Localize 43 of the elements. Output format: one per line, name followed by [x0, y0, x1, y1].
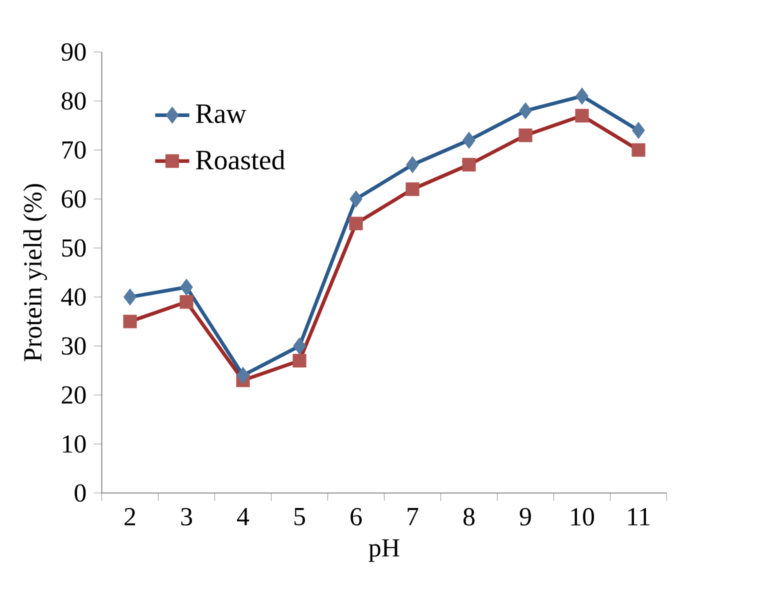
y-tick-label: 30 — [62, 337, 86, 355]
x-tick-label: 5 — [294, 508, 305, 526]
x-tick-label: 11 — [628, 508, 650, 526]
point — [123, 314, 137, 328]
x-tick-label: 8 — [464, 508, 475, 526]
y-tick-label: 50 — [62, 239, 86, 257]
x-tick-label: 10 — [571, 508, 594, 526]
point — [180, 278, 193, 296]
x-tick-label: 7 — [408, 508, 418, 526]
point — [462, 132, 476, 149]
legend-label: Roasted — [196, 150, 285, 170]
y-tick-label: 80 — [62, 92, 86, 110]
x-tick-label: 4 — [237, 508, 250, 526]
x-tick-label: 9 — [520, 508, 531, 526]
y-tick-label: 70 — [62, 141, 86, 159]
point — [349, 216, 363, 230]
y-axis-title: Protein yield (%) — [23, 184, 47, 362]
y-tick-label: 90 — [62, 43, 86, 61]
point — [350, 190, 362, 208]
y-tick-label: 0 — [74, 484, 86, 502]
point — [406, 156, 419, 174]
point — [292, 354, 306, 368]
x-tick-label: 6 — [350, 508, 362, 526]
x-tick-label: 2 — [124, 508, 136, 526]
point — [519, 102, 532, 120]
point — [632, 122, 645, 139]
point — [575, 108, 589, 122]
point — [124, 288, 136, 306]
point — [632, 143, 646, 157]
y-tick-label: 60 — [62, 190, 86, 208]
point — [293, 338, 306, 354]
point — [462, 158, 476, 172]
point — [518, 128, 532, 142]
point — [576, 88, 588, 104]
x-tick-label: 3 — [181, 508, 192, 526]
x-axis-title: pH — [368, 539, 400, 562]
point — [236, 366, 250, 384]
point — [180, 295, 194, 309]
y-tick-label: 20 — [62, 386, 86, 404]
y-tick-label: 10 — [62, 435, 86, 453]
legend-label: Raw — [196, 104, 246, 124]
y-tick-label: 40 — [61, 288, 86, 306]
point — [406, 182, 420, 196]
